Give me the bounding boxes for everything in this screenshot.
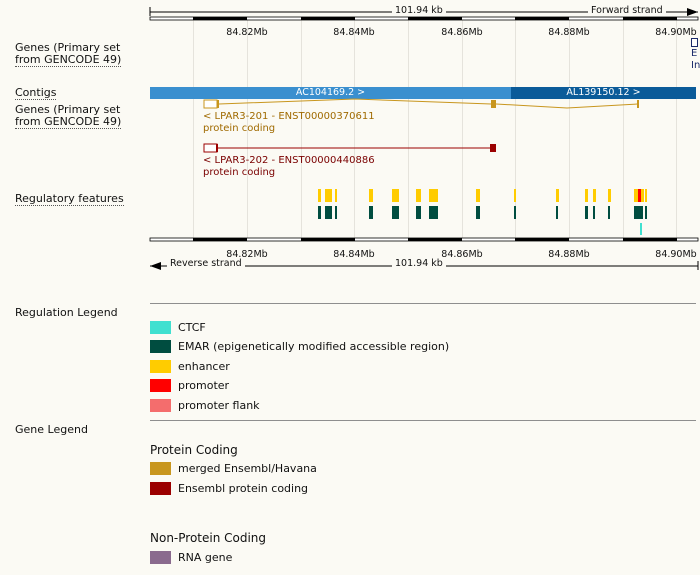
grid-line <box>408 18 409 241</box>
genes-bottom-label-line2: from GENCODE 49) <box>15 115 122 129</box>
non-protein-coding-heading: Non-Protein Coding <box>150 531 267 545</box>
forward-strand-label: Forward strand <box>588 5 666 16</box>
legend-label: CTCF <box>178 321 206 334</box>
protein-coding-heading: Protein Coding <box>150 443 238 457</box>
tick-label: 84.88Mb <box>548 249 590 260</box>
regulatory-features-glyphs[interactable] <box>300 186 660 238</box>
bottom-length-label: 101.94 kb <box>392 258 446 269</box>
genes-bottom-label-line1: Genes (Primary set <box>15 103 121 116</box>
tick-label: 84.86Mb <box>441 27 483 38</box>
regulation-legend-divider <box>150 303 696 304</box>
contig-label: AC104169.2 > <box>295 87 366 98</box>
emar-swatch <box>150 340 171 353</box>
transcript-lpar3-202-title[interactable]: < LPAR3-202 - ENST00000440886 <box>203 155 375 166</box>
tick-label: 84.86Mb <box>441 249 483 260</box>
contig-ac104169[interactable] <box>150 87 511 99</box>
transcript-lpar3-202-biotype: protein coding <box>203 167 276 178</box>
contigs-track-label[interactable]: Contigs <box>15 86 57 100</box>
transcript-lpar3-201-glyph[interactable] <box>200 96 650 112</box>
grid-line <box>301 18 302 241</box>
tick-label: 84.84Mb <box>333 249 375 260</box>
grid-line <box>569 18 570 241</box>
tick-label: 84.90Mb <box>655 27 697 38</box>
emar-blocks <box>318 206 647 219</box>
ensembl-protein-coding-swatch <box>150 482 171 495</box>
contigs-label: Contigs <box>15 86 57 100</box>
genes-top-clipped-feature[interactable]: E In <box>691 38 700 72</box>
legend-label: promoter <box>178 379 230 392</box>
tick-label: 84.82Mb <box>226 249 268 260</box>
grid-line <box>462 18 463 241</box>
grid-line <box>247 18 248 241</box>
tick-label: 84.82Mb <box>226 27 268 38</box>
tick-label: 84.90Mb <box>655 249 697 260</box>
contig-label: AL139150.12 > <box>566 87 641 98</box>
transcript-lpar3-201-title[interactable]: < LPAR3-201 - ENST00000370611 <box>203 111 375 122</box>
genes-top-label-line2: from GENCODE 49) <box>15 53 122 67</box>
transcript-lpar3-202-glyph[interactable] <box>200 140 500 156</box>
legend-label: EMAR (epigenetically modified accessible… <box>178 340 450 353</box>
tick-label: 84.84Mb <box>333 27 375 38</box>
regulation-legend-title: Regulation Legend <box>15 306 118 319</box>
promoter-swatch <box>150 379 171 392</box>
reverse-strand-label: Reverse strand <box>167 258 245 269</box>
gene-legend-divider <box>150 420 696 421</box>
contig-al139150[interactable] <box>511 87 696 99</box>
ctcf-swatch <box>150 321 171 334</box>
rna-gene-swatch <box>150 551 171 564</box>
grid-line <box>623 18 624 241</box>
regulatory-label: Regulatory features <box>15 192 124 206</box>
regulatory-track-label[interactable]: Regulatory features <box>15 192 124 206</box>
grid-line <box>354 18 355 241</box>
legend-label: merged Ensembl/Havana <box>178 462 317 475</box>
bottom-length-arrow <box>149 237 699 270</box>
promoter-block <box>638 189 641 202</box>
merged-swatch <box>150 462 171 475</box>
gene-legend-title: Gene Legend <box>15 423 88 436</box>
legend-label: Ensembl protein coding <box>178 482 309 495</box>
legend-label: enhancer <box>178 360 230 373</box>
enhancer-swatch <box>150 360 171 373</box>
promoter-flank-swatch <box>150 399 171 412</box>
legend-label: RNA gene <box>178 551 233 564</box>
enhancer-blocks <box>318 189 647 202</box>
grid-line <box>193 18 194 241</box>
genes-bottom-track-label[interactable]: Genes (Primary set from GENCODE 49) <box>15 103 122 129</box>
top-length-label: 101.94 kb <box>392 5 446 16</box>
grid-line <box>515 18 516 241</box>
genes-top-track-label[interactable]: Genes (Primary set from GENCODE 49) <box>15 41 122 67</box>
tick-label: 84.88Mb <box>548 27 590 38</box>
genes-top-clip-line2: In <box>691 60 700 71</box>
genes-top-label-line1: Genes (Primary set <box>15 41 121 54</box>
ctcf-block <box>640 223 642 235</box>
legend-label: promoter flank <box>178 399 260 412</box>
genes-top-clip-line1: E <box>691 48 698 59</box>
transcript-lpar3-201-biotype: protein coding <box>203 123 276 134</box>
grid-line <box>676 18 677 241</box>
